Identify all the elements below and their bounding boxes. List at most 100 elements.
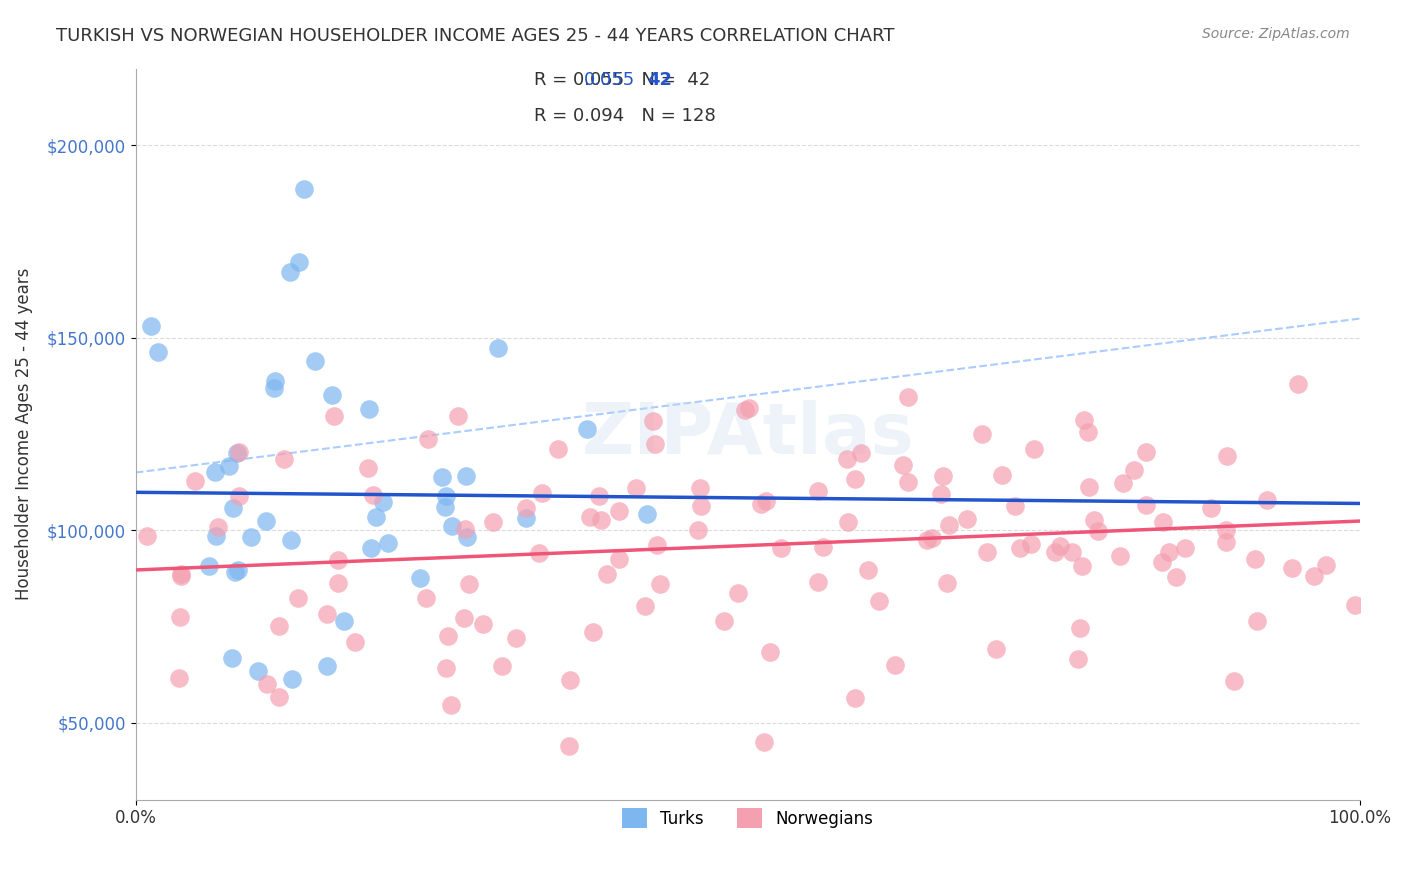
Point — [247, 664, 270, 678]
Point — [141, 319, 163, 334]
Point — [1004, 499, 1026, 513]
Point — [1083, 513, 1105, 527]
Point — [648, 577, 671, 591]
Point — [1135, 498, 1157, 512]
Point — [754, 735, 776, 749]
Point — [844, 690, 866, 705]
Point — [183, 475, 205, 489]
Point — [263, 374, 285, 388]
Point — [415, 591, 437, 606]
Point — [515, 511, 537, 525]
Point — [589, 513, 612, 527]
Point — [505, 632, 527, 646]
Point — [531, 485, 554, 500]
Point — [641, 414, 664, 428]
Point — [322, 409, 344, 424]
Point — [558, 739, 581, 754]
Point — [1112, 476, 1135, 491]
Point — [1049, 539, 1071, 553]
Point — [453, 523, 475, 537]
Point — [377, 535, 399, 549]
Point — [755, 494, 778, 508]
Point — [689, 481, 711, 495]
Point — [956, 512, 979, 526]
Point — [727, 586, 749, 600]
Point — [1108, 549, 1130, 563]
Point — [929, 487, 952, 501]
Point — [1024, 442, 1046, 456]
Point — [328, 553, 350, 567]
Point — [686, 524, 709, 538]
Point — [1043, 545, 1066, 559]
Point — [170, 569, 193, 583]
Point — [453, 611, 475, 625]
Point — [588, 489, 610, 503]
Point — [226, 562, 249, 576]
Point — [263, 381, 285, 395]
Point — [488, 341, 510, 355]
Point — [228, 445, 250, 459]
Point — [1315, 558, 1337, 572]
Point — [316, 659, 339, 673]
Point — [316, 607, 339, 621]
Point — [491, 658, 513, 673]
Point — [430, 470, 453, 484]
Point — [1244, 551, 1267, 566]
Point — [807, 574, 830, 589]
Point — [770, 541, 793, 555]
Text: R = 0.055   N =  42: R = 0.055 N = 42 — [534, 71, 710, 89]
Point — [1256, 493, 1278, 508]
Point — [371, 495, 394, 509]
Point — [596, 567, 619, 582]
Text: R = 0.094   N = 128: R = 0.094 N = 128 — [534, 107, 716, 125]
Point — [328, 575, 350, 590]
Point — [1135, 444, 1157, 458]
Point — [849, 446, 872, 460]
Point — [1223, 674, 1246, 689]
Point — [148, 345, 170, 359]
Point — [281, 672, 304, 686]
Point — [607, 551, 630, 566]
Point — [343, 635, 366, 649]
Point — [440, 698, 463, 713]
Text: Source: ZipAtlas.com: Source: ZipAtlas.com — [1202, 27, 1350, 41]
Point — [1152, 515, 1174, 529]
Point — [434, 661, 457, 675]
Point — [576, 422, 599, 436]
Point — [582, 624, 605, 639]
Point — [167, 671, 190, 685]
Point — [856, 563, 879, 577]
Point — [1215, 534, 1237, 549]
Point — [357, 460, 380, 475]
Point — [456, 468, 478, 483]
Point — [440, 519, 463, 533]
Point — [1069, 621, 1091, 635]
Point — [921, 531, 943, 545]
Point — [169, 610, 191, 624]
Point — [1067, 651, 1090, 665]
Y-axis label: Householder Income Ages 25 - 44 years: Householder Income Ages 25 - 44 years — [15, 268, 32, 600]
Point — [447, 409, 470, 424]
Point — [207, 520, 229, 534]
Point — [835, 451, 858, 466]
Point — [1062, 545, 1084, 559]
Point — [433, 500, 456, 514]
Point — [579, 510, 602, 524]
Point — [1174, 541, 1197, 556]
Point — [547, 442, 569, 457]
Point — [1286, 376, 1309, 391]
Point — [434, 489, 457, 503]
Point — [884, 658, 907, 673]
Point — [807, 484, 830, 499]
Point — [527, 546, 550, 560]
Point — [1152, 555, 1174, 569]
Point — [222, 500, 245, 515]
Point — [1159, 545, 1181, 559]
Point — [418, 432, 440, 446]
Point — [1281, 561, 1303, 575]
Point — [915, 533, 938, 548]
Point — [1008, 541, 1031, 555]
Point — [283, 858, 305, 872]
Point — [1246, 614, 1268, 628]
Point — [991, 468, 1014, 483]
